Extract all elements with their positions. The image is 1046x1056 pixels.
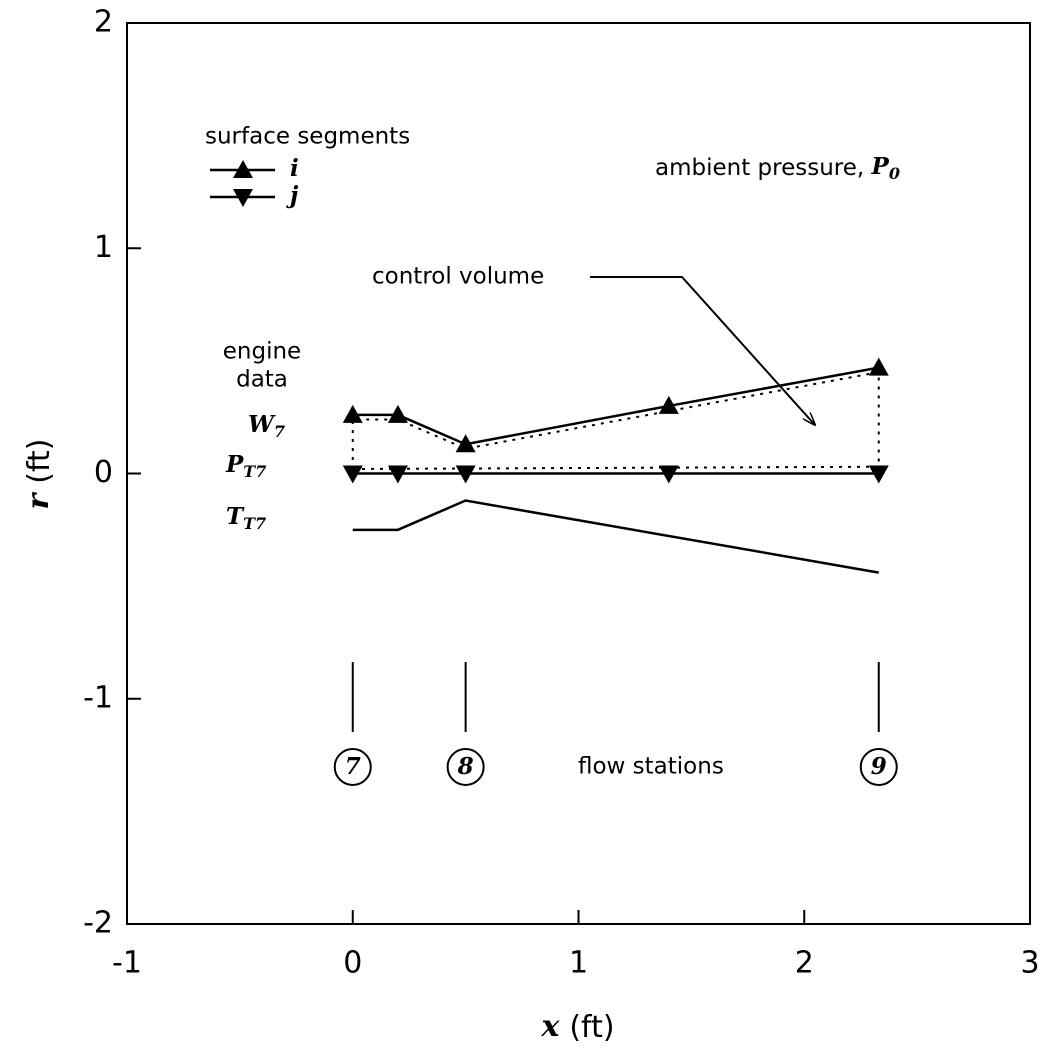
- y-axis-label: r(ft): [21, 438, 57, 509]
- y-tick-label: 1: [94, 230, 113, 265]
- legend-label: j: [286, 182, 299, 209]
- legend-label: i: [290, 155, 299, 182]
- series-line: [352, 499, 879, 574]
- arrow: [590, 276, 815, 425]
- series-line: [352, 366, 879, 446]
- y-tick-label: 0: [94, 455, 113, 490]
- x-tick-label: 1: [569, 946, 588, 981]
- annotation: PT7: [225, 451, 266, 481]
- station-circle: [859, 748, 898, 786]
- station-circle: [446, 748, 485, 786]
- marker: [868, 465, 889, 484]
- legend-marker: [233, 160, 253, 178]
- station-label: 9: [871, 753, 887, 780]
- y-tick-label: -1: [83, 680, 113, 715]
- annotation: ambient pressure, P0: [655, 153, 900, 183]
- marker: [455, 465, 476, 484]
- annotation: engine: [223, 339, 301, 365]
- y-tick-label: -2: [83, 906, 113, 941]
- marker: [387, 404, 408, 423]
- marker: [342, 404, 363, 423]
- x-tick-label: 2: [795, 946, 814, 981]
- legend-marker: [233, 189, 253, 207]
- annotation: W7: [248, 411, 285, 441]
- station-label: 8: [457, 753, 474, 780]
- station-circle: [333, 748, 372, 786]
- x-tick-label: 3: [1020, 946, 1039, 981]
- y-tick-label: 2: [94, 5, 113, 40]
- legend-title: surface segments: [205, 124, 410, 150]
- marker: [342, 465, 363, 484]
- x-tick-label: 0: [343, 946, 362, 981]
- x-axis-label: x (ft): [540, 1009, 614, 1045]
- annotation: control volume: [372, 264, 544, 290]
- annotation: flow stations: [578, 754, 724, 780]
- annotation: TT7: [226, 503, 266, 533]
- marker: [868, 357, 889, 376]
- annotation: data: [236, 367, 288, 393]
- x-tick-label: -1: [112, 946, 142, 981]
- marker: [387, 465, 408, 484]
- station-label: 7: [345, 753, 361, 780]
- marker: [658, 465, 679, 484]
- series-line: [351, 370, 880, 470]
